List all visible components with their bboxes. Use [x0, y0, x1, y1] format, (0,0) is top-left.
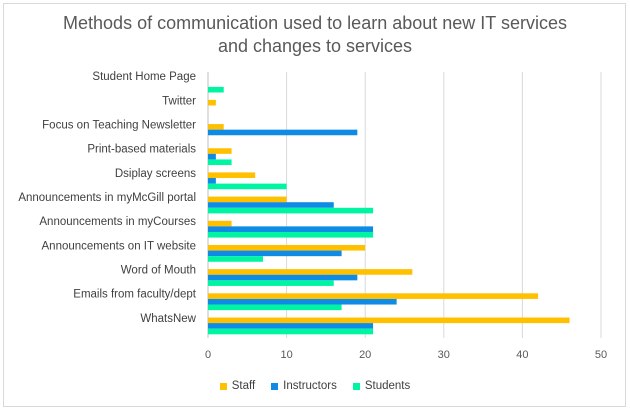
bar-instructors [208, 250, 342, 257]
legend-item: Instructors [271, 380, 337, 392]
chart-title-line-2: and changes to services [217, 36, 413, 56]
category-label: Announcements on IT website [42, 240, 197, 252]
x-tick-label: 0 [205, 349, 211, 361]
bar-instructors [208, 129, 358, 136]
chart-title-line-1: Methods of communication used to learn a… [63, 13, 567, 33]
bar-instructors [208, 274, 358, 281]
x-tick-label: 20 [359, 349, 371, 361]
bar-students [208, 256, 264, 262]
legend-swatch [352, 382, 360, 390]
legend-item: Students [352, 380, 411, 392]
x-tick-label: 40 [516, 349, 528, 361]
bar-staff [208, 269, 413, 275]
x-tick-label: 10 [280, 349, 292, 361]
bar-staff [208, 172, 256, 179]
bar-students [208, 207, 374, 214]
legend-item: Staff [219, 380, 256, 392]
bar-students [208, 159, 232, 166]
chart-legend: Staff Instructors Students [0, 380, 630, 392]
category-label: Print-based materials [87, 144, 196, 156]
legend-swatch [271, 382, 279, 390]
bar-instructors [208, 178, 216, 184]
bar-instructors [208, 226, 374, 232]
category-label: Emails from faculty/dept [73, 289, 197, 301]
chart-title: Methods of communication used to learn a… [0, 12, 630, 58]
bar-students [208, 280, 334, 286]
category-label: Dsiplay screens [115, 168, 196, 180]
bar-staff [208, 196, 287, 203]
bar-staff [208, 244, 366, 251]
bar-staff [208, 99, 216, 106]
legend-label: Students [364, 380, 411, 392]
x-tick-label: 50 [595, 349, 607, 361]
bar-staff [208, 293, 539, 299]
bar-instructors [208, 153, 216, 160]
bar-instructors [208, 323, 374, 329]
category-label: Announcements in myCourses [39, 216, 196, 228]
legend-label: Staff [231, 380, 256, 392]
category-label: Student Home Page [92, 71, 196, 83]
bar-students [208, 328, 374, 335]
category-label: Announcements in myMcGill portal [18, 192, 196, 204]
bar-students [208, 231, 374, 238]
category-label: Word of Mouth [121, 265, 196, 277]
bar-staff [208, 148, 232, 154]
legend-label: Instructors [283, 380, 337, 392]
category-label: WhatsNew [140, 313, 196, 325]
bar-staff [208, 220, 232, 227]
bar-students [208, 86, 224, 93]
bar-students [208, 183, 287, 190]
bar-instructors [208, 298, 397, 305]
bar-students [208, 304, 342, 311]
category-label: Focus on Teaching Newsletter [42, 119, 196, 131]
legend-swatch [219, 382, 227, 390]
category-label: Twitter [162, 95, 196, 107]
x-tick-label: 30 [438, 349, 450, 361]
bar-staff [208, 124, 224, 130]
bar-staff [208, 317, 570, 324]
bar-instructors [208, 202, 334, 208]
